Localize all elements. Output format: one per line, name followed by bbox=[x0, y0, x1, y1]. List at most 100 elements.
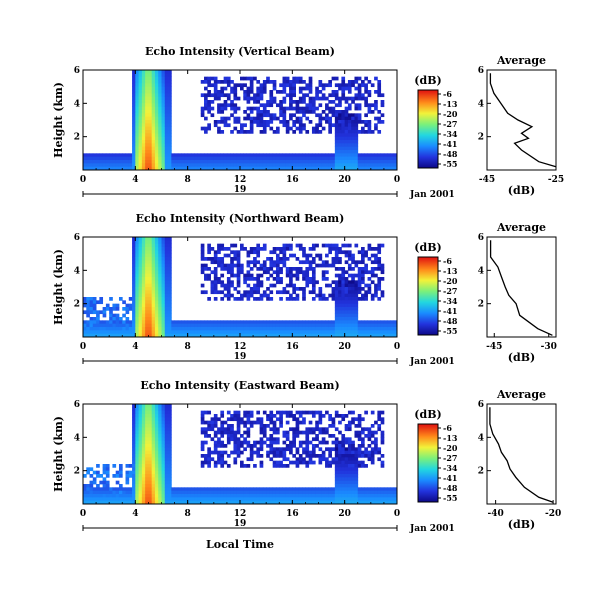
panel-2-heatmap-cell bbox=[151, 460, 156, 465]
panel-1-heatmap-cell bbox=[311, 320, 316, 325]
panel-1-heatmap-cell bbox=[89, 320, 94, 325]
panel-2-heatmap-cell bbox=[164, 464, 169, 468]
panel-0-heatmap-cell bbox=[367, 130, 372, 134]
panel-1-heatmap-cell bbox=[213, 267, 218, 271]
panel-0-heatmap-cell bbox=[132, 106, 136, 111]
panel-1-heatmap-cell bbox=[361, 260, 365, 265]
panel-1-heatmap-cell bbox=[377, 243, 382, 248]
panel-2-heatmap-cell bbox=[132, 440, 136, 445]
panel-1-heatmap-cell bbox=[298, 243, 303, 248]
panel-0-heatmap-cell bbox=[269, 156, 274, 161]
panel-2-heatmap-cell bbox=[96, 470, 100, 475]
panel-2-heatmap-cell bbox=[334, 487, 339, 492]
panel-1-heatmap-cell bbox=[132, 247, 136, 251]
panel-2-heatmap-cell bbox=[341, 480, 346, 485]
panel-2-heatmap-cell bbox=[256, 417, 261, 422]
panel-0-heatmap-cell bbox=[269, 80, 274, 84]
panel-2-heatmap-cell bbox=[344, 467, 349, 472]
panel-2-heatmap-cell bbox=[177, 497, 182, 502]
panel-0-heatmap-cell bbox=[96, 163, 100, 168]
panel-0-heatmap-cell bbox=[161, 163, 166, 168]
panel-0-heatmap-cell bbox=[164, 90, 169, 94]
panel-0-heatmap-cell bbox=[217, 90, 221, 94]
panel-0-heatmap-cell bbox=[289, 90, 293, 94]
panel-1-heatmap-cell bbox=[269, 283, 274, 288]
panel-1-heatmap-cell bbox=[347, 303, 352, 308]
panel-1-heatmap-cell bbox=[148, 247, 153, 251]
panel-0-heatmap-cell bbox=[361, 163, 365, 168]
panel-2-heatmap-cell bbox=[364, 447, 368, 452]
panel-1-heatmap-cell bbox=[141, 287, 146, 291]
panel-1-heatmap-cell bbox=[83, 320, 87, 325]
panel-2-heatmap-cell bbox=[347, 487, 352, 492]
panel-1-heatmap-cell bbox=[138, 267, 143, 271]
panel-0-heatmap-cell bbox=[168, 113, 172, 118]
panel-2-heatmap-cell bbox=[377, 417, 382, 422]
panel-2-heatmap-cell bbox=[217, 490, 221, 495]
panel-2-heatmap-cell bbox=[253, 497, 257, 502]
panel-0-heatmap-cell bbox=[285, 153, 290, 158]
panel-2-heatmap-cell bbox=[347, 427, 352, 432]
panel-2-heatmap-cell bbox=[207, 420, 211, 425]
panel-0-heatmap-cell bbox=[99, 153, 104, 158]
panel-0-heatmap-cell bbox=[158, 146, 162, 151]
panel-1-heatmap-cell bbox=[279, 297, 283, 301]
panel-0-heatmap-cell bbox=[302, 153, 306, 158]
panel-2-heatmap-cell bbox=[132, 487, 136, 492]
panel-1-heatmap-cell bbox=[92, 310, 97, 315]
panel-1-heatmap-cell bbox=[302, 290, 306, 295]
panel-0-heatmap-cell bbox=[204, 156, 208, 161]
panel-2-heatmap-cell bbox=[217, 430, 221, 435]
panel-1-heatmap-cell bbox=[230, 243, 234, 248]
panel-1-heatmap-cell bbox=[315, 293, 319, 298]
panel-0-heatmap-cell bbox=[341, 93, 346, 98]
panel-0-heatmap-cell bbox=[243, 156, 247, 161]
panel-2-heatmap-cell bbox=[135, 420, 140, 425]
panel-0-heatmap-cell bbox=[148, 140, 153, 144]
panel-2-heatmap-cell bbox=[298, 490, 303, 495]
panel-0-heatmap-cell bbox=[341, 110, 346, 114]
panel-0-heatmap-cell bbox=[275, 156, 280, 161]
panel-2-heatmap-cell bbox=[311, 430, 316, 435]
panel-2-heatmap-cell bbox=[318, 414, 323, 418]
panel-0-heatmap-cell bbox=[230, 100, 234, 104]
panel-2-heatmap-cell bbox=[138, 500, 143, 505]
panel-2-heatmap-cell bbox=[315, 497, 319, 502]
panel-1-heatmap-cell bbox=[364, 267, 368, 271]
panel-1-heatmap-cell bbox=[338, 280, 342, 285]
panel-0-heatmap-cell bbox=[220, 130, 225, 134]
panel-2-heatmap-cell bbox=[233, 457, 238, 462]
panel-0-heatmap-cell bbox=[279, 163, 283, 168]
panel-0-heatmap-cell bbox=[102, 156, 107, 161]
panel-0-heatmap-cell bbox=[341, 166, 346, 171]
panel-0-heatmap-cell bbox=[223, 76, 228, 81]
panel-1-heatmap-cell bbox=[328, 293, 332, 298]
panel-1-heatmap-cell bbox=[181, 330, 185, 335]
panel-0-heatmap-cell bbox=[269, 100, 274, 104]
panel-1-heatmap-cell bbox=[230, 333, 234, 338]
panel-1-heatmap-cell bbox=[230, 280, 234, 285]
panel-1-heatmap-cell bbox=[305, 267, 310, 271]
panel-1-heatmap-cell bbox=[217, 277, 221, 281]
panel-1-heatmap-cell bbox=[230, 323, 234, 328]
panel-2-heatmap-cell bbox=[161, 414, 166, 418]
panel-0-heatmap-cell bbox=[132, 136, 136, 141]
panel-0-heatmap-cell bbox=[374, 100, 378, 104]
panel-2-heatmap-cell bbox=[164, 467, 169, 472]
panel-0-heatmap-cell bbox=[204, 116, 208, 121]
panel-2-heatmap-cell bbox=[115, 500, 120, 505]
panel-0-heatmap-cell bbox=[354, 106, 359, 111]
panel-1-heatmap-cell bbox=[334, 300, 339, 305]
panel-1-heatmap-cell bbox=[138, 293, 143, 298]
panel-0-heatmap-cell bbox=[269, 166, 274, 171]
panel-0-heatmap-cell bbox=[311, 130, 316, 134]
panel-1-heatmap-cell bbox=[132, 260, 136, 265]
panel-2-heatmap-cell bbox=[338, 480, 342, 485]
panel-0-heatmap-cell bbox=[141, 100, 146, 104]
panel-0-heatmap-cell bbox=[148, 86, 153, 91]
panel-0-heatmap-cell bbox=[207, 110, 211, 114]
panel-0-heatmap-cell bbox=[338, 153, 342, 158]
panel-1-heatmap-cell bbox=[86, 303, 90, 308]
panel-0-heatmap-cell bbox=[354, 120, 359, 124]
panel-1-heatmap-cell bbox=[347, 243, 352, 248]
